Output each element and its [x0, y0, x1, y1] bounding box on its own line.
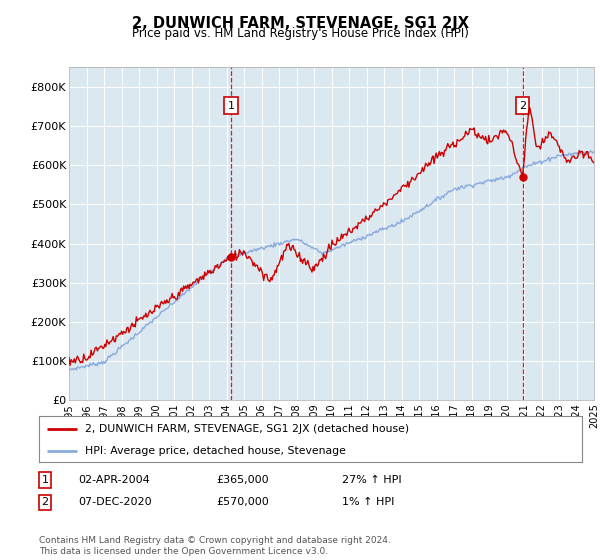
Text: Price paid vs. HM Land Registry's House Price Index (HPI): Price paid vs. HM Land Registry's House …: [131, 27, 469, 40]
Text: 07-DEC-2020: 07-DEC-2020: [78, 497, 152, 507]
Text: £365,000: £365,000: [216, 475, 269, 485]
Text: 02-APR-2004: 02-APR-2004: [78, 475, 150, 485]
Text: 2: 2: [41, 497, 49, 507]
Text: 2, DUNWICH FARM, STEVENAGE, SG1 2JX (detached house): 2, DUNWICH FARM, STEVENAGE, SG1 2JX (det…: [85, 424, 409, 434]
Text: Contains HM Land Registry data © Crown copyright and database right 2024.
This d: Contains HM Land Registry data © Crown c…: [39, 536, 391, 556]
Text: 2, DUNWICH FARM, STEVENAGE, SG1 2JX: 2, DUNWICH FARM, STEVENAGE, SG1 2JX: [131, 16, 469, 31]
Text: £570,000: £570,000: [216, 497, 269, 507]
Text: HPI: Average price, detached house, Stevenage: HPI: Average price, detached house, Stev…: [85, 446, 346, 455]
Text: 1% ↑ HPI: 1% ↑ HPI: [342, 497, 394, 507]
Text: 2: 2: [519, 100, 526, 110]
Text: 1: 1: [227, 100, 235, 110]
Text: 1: 1: [41, 475, 49, 485]
Text: 27% ↑ HPI: 27% ↑ HPI: [342, 475, 401, 485]
